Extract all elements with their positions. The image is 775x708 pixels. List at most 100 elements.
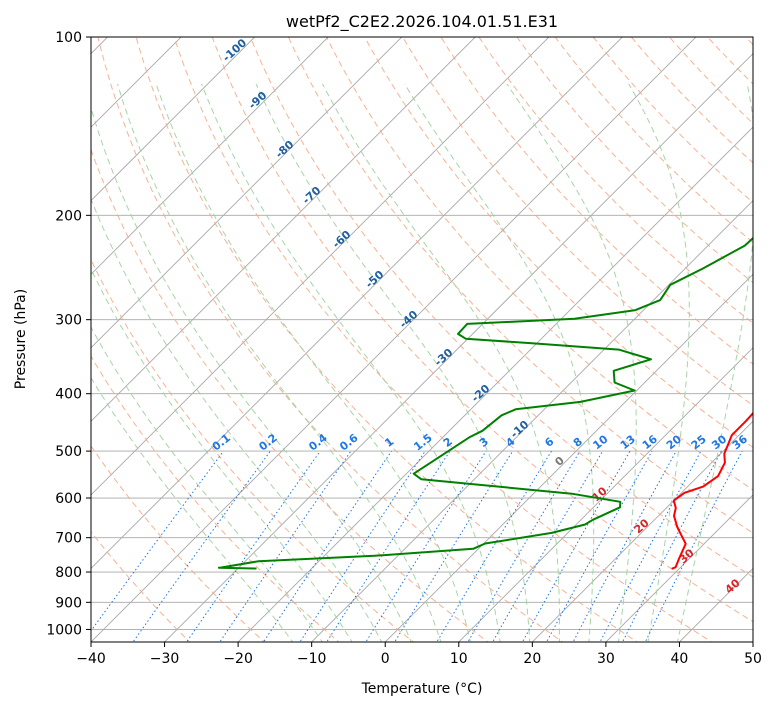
x-tick-label: 20 (523, 651, 541, 667)
dry-adiabat-label: -20 (469, 382, 493, 405)
moist-adiabat-line (91, 326, 323, 642)
mixing-ratio-line (132, 450, 271, 642)
mixing-ratio-line (326, 450, 451, 642)
dry-adiabat-label: -60 (330, 228, 354, 251)
moist-adiabat-line (404, 83, 595, 642)
mixing-ratio-line (467, 450, 581, 642)
moist-adiabat-line (506, 83, 637, 642)
dry-adiabat-line (744, 37, 753, 46)
dry-adiabat-line (91, 148, 489, 642)
x-tick-label: 40 (671, 651, 689, 667)
x-tick-label: 10 (450, 651, 468, 667)
mixing-ratio-line (436, 450, 552, 642)
moist-adiabat-line (201, 83, 501, 642)
dry-adiabat-line (91, 445, 265, 642)
dry-adiabat-line (706, 37, 753, 85)
y-tick-label: 300 (55, 313, 82, 329)
isotherm-line (91, 37, 182, 128)
isotherm-line (310, 200, 753, 642)
x-tick-label: −30 (150, 651, 180, 667)
x-axis-ticks: −40 −30 −20 −10 0 10 20 30 40 50 (76, 642, 762, 667)
mixing-ratio-label: 16 (640, 432, 660, 452)
moist-adiabat-line (255, 83, 531, 642)
x-tick-label: 30 (597, 651, 615, 667)
temperature-line (671, 411, 753, 570)
dry-adiabat-label: -40 (397, 308, 421, 331)
isotherm-lines (91, 37, 753, 642)
isotherm-line (458, 347, 753, 642)
mixing-ratio-line (91, 450, 224, 632)
mixing-ratio-label: 0.4 (306, 431, 330, 453)
mixing-ratio-label: 0.1 (210, 431, 233, 453)
dry-adiabat-label: -90 (246, 89, 270, 112)
dry-adiabat-line (364, 37, 753, 449)
y-tick-label: 600 (55, 491, 82, 507)
x-tick-label: −10 (297, 651, 327, 667)
dry-adiabat-line (287, 37, 753, 534)
x-tick-label: 0 (381, 651, 390, 667)
x-tick-label: −40 (76, 651, 106, 667)
moist-adiabat-line (322, 83, 560, 642)
dry-adiabat-label: -70 (300, 184, 324, 207)
isotherm-line (384, 273, 753, 642)
isotherm-line (605, 494, 753, 642)
y-tick-label: 400 (55, 387, 82, 403)
mixing-ratio-label: 0.2 (256, 431, 279, 453)
dry-adiabat-line (211, 37, 753, 623)
mixing-ratio-line (262, 450, 392, 642)
pressure-gridlines (91, 37, 753, 630)
isotherm-line (752, 641, 753, 642)
mixing-ratio-label: 0.6 (337, 431, 361, 453)
mixing-ratio-line (394, 450, 514, 642)
plot-frame (90, 36, 754, 643)
mixing-ratio-label: 3 (477, 435, 491, 450)
chart-title: wetPf2_C2E2.2026.104.01.51.E31 (286, 12, 558, 32)
isotherm-line (91, 37, 697, 642)
y-tick-label: 700 (55, 531, 82, 547)
mixing-ratio-label: 1.5 (411, 431, 434, 453)
moist-adiabat-line (155, 83, 472, 642)
x-axis-title: Temperature (°C) (361, 681, 483, 697)
y-tick-label: 800 (55, 565, 82, 581)
mixing-ratio-line (219, 450, 352, 642)
dry-adiabat-line (325, 37, 753, 491)
y-tick-label: 200 (55, 208, 82, 224)
sounding-series (217, 236, 753, 570)
isotherm-line (531, 420, 753, 642)
mixing-ratio-label: 10 (591, 432, 611, 452)
dry-adiabat-line (592, 37, 753, 204)
moist-adiabat-line (91, 197, 383, 642)
mixing-ratio-line (572, 450, 677, 642)
mixing-ratio-label: 1 (382, 435, 396, 450)
dry-adiabat-line (91, 258, 415, 642)
dry-adiabat-line (440, 37, 753, 365)
dry-adiabat-label: 0 (552, 454, 567, 469)
y-axis-title: Pressure (hPa) (13, 289, 29, 389)
y-tick-label: 1000 (46, 622, 82, 638)
mixing-ratio-lines (91, 450, 743, 642)
isotherm-line (91, 37, 624, 570)
dry-adiabat-line (402, 37, 753, 407)
plot-area: 0.1 0.2 0.4 0.6 1 1.5 2 3 4 6 8 10 13 16 20 25 30 36-100-… (91, 37, 753, 642)
y-tick-label: 900 (55, 595, 82, 611)
isotherm-line (91, 37, 329, 275)
dry-adiabat-line (249, 37, 753, 578)
mixing-ratio-line (644, 450, 743, 642)
dry-adiabat-line (668, 37, 753, 125)
x-tick-label: −20 (223, 651, 253, 667)
dry-adiabat-label: -50 (363, 268, 387, 291)
mixing-ratio-line (185, 450, 321, 642)
background-line-labels: 0.1 0.2 0.4 0.6 1 1.5 2 3 4 6 8 10 13 16 20 25 30 36-100-… (210, 37, 751, 596)
moist-adiabat-line (91, 106, 412, 642)
mixing-ratio-label: 6 (542, 435, 556, 450)
moist-adiabat-line (91, 267, 353, 642)
y-tick-label: 500 (55, 444, 82, 460)
dry-adiabat-line (516, 37, 753, 284)
mixing-ratio-label: 25 (689, 433, 709, 453)
mixing-ratio-line (622, 450, 722, 642)
dry-adiabat-lines (91, 37, 753, 642)
y-tick-label: 100 (55, 30, 82, 46)
dry-adiabat-label: 20 (632, 516, 652, 536)
dry-adiabat-line (97, 37, 564, 642)
dry-adiabat-label: 10 (590, 484, 610, 504)
